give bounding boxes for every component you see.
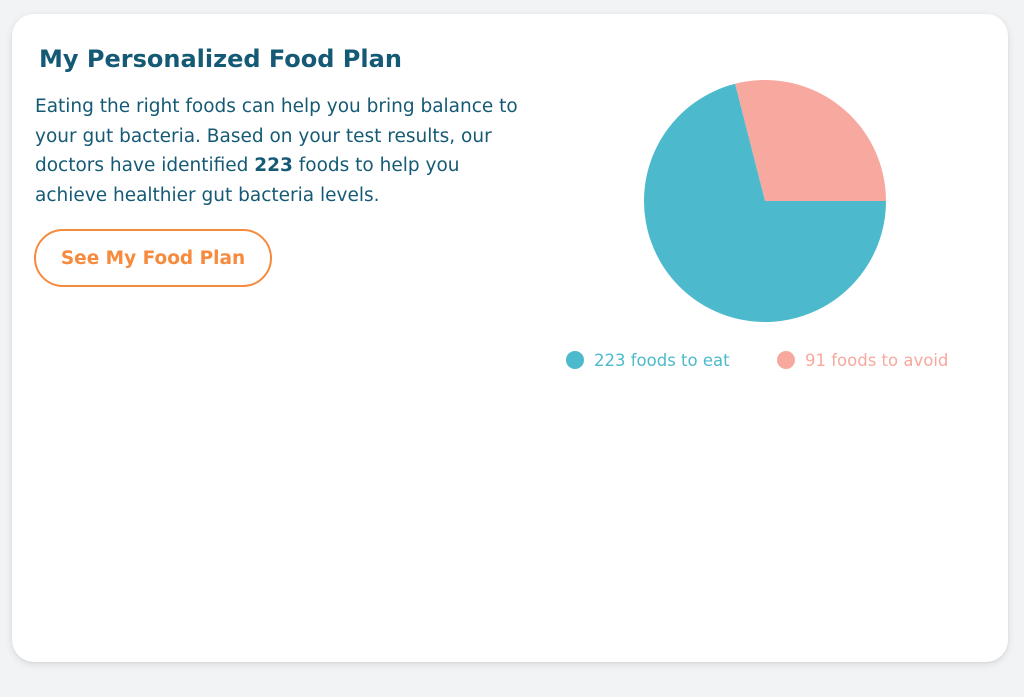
card-title: My Personalized Food Plan xyxy=(39,45,402,73)
description-text-end: foods to help you achieve healthier gut … xyxy=(35,155,460,206)
legend-item-avoid: 91 foods to avoid xyxy=(777,346,948,374)
description-text-start: Eating the right foods can help you brin… xyxy=(35,96,518,176)
legend-label-avoid: 91 foods to avoid xyxy=(805,350,949,370)
see-food-plan-button[interactable]: See My Food Plan xyxy=(34,229,272,287)
pie-slice-foods-to-avoid xyxy=(735,80,886,201)
pie-slice-foods-to-eat xyxy=(644,83,886,323)
legend-label-eat: 223 foods to eat xyxy=(594,350,730,370)
card-description: Eating the right foods can help you brin… xyxy=(35,92,525,210)
legend-dot-avoid xyxy=(777,351,795,369)
foods-count-highlight: 223 xyxy=(254,155,293,176)
food-plan-card: My Personalized Food Plan Eating the rig… xyxy=(12,14,1008,662)
pie-slices xyxy=(644,80,886,323)
legend-item-eat: 223 foods to eat xyxy=(566,346,730,374)
food-plan-pie-chart xyxy=(644,80,886,323)
legend-dot-eat xyxy=(566,351,584,369)
